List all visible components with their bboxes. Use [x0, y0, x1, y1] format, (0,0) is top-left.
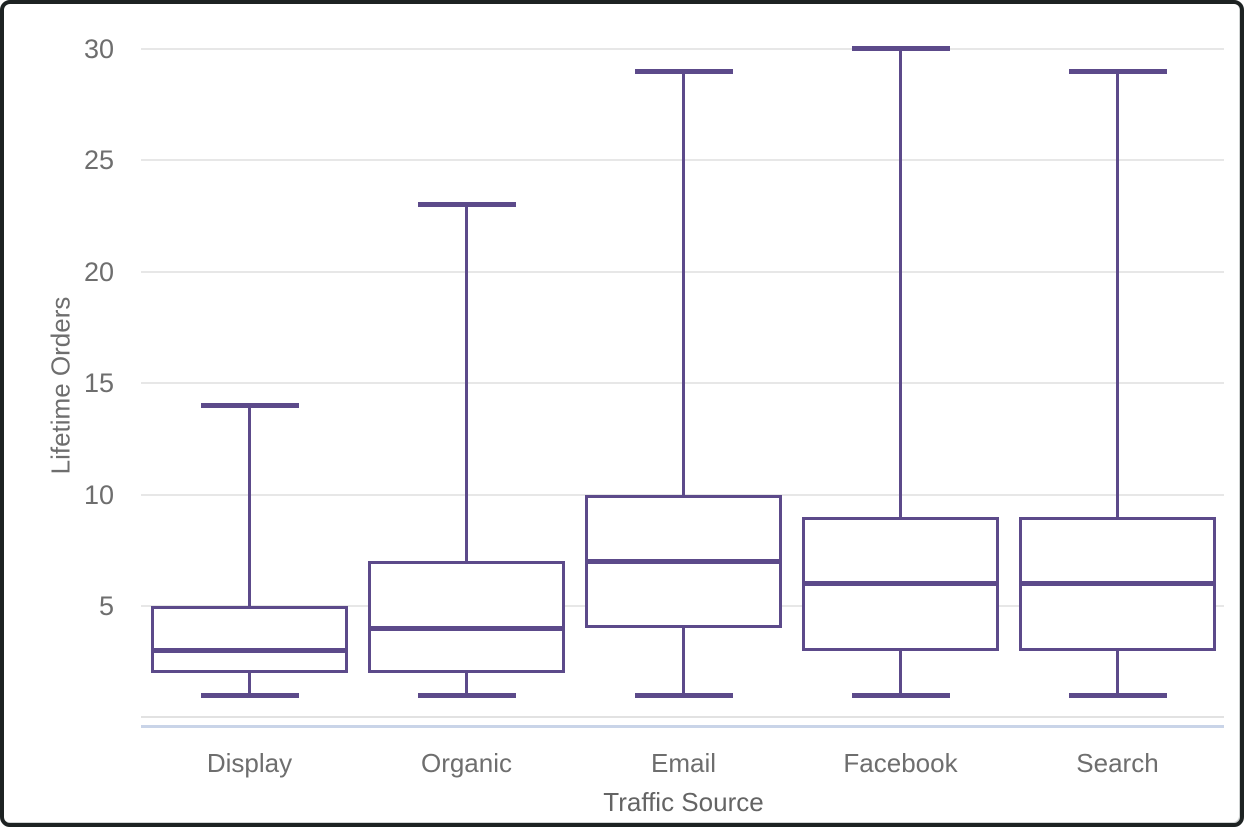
plot-area: 5 10 15 20 25 30 Display Organic Email Facebook Se…: [4, 4, 1240, 823]
x-category-label-search: Search: [1076, 748, 1159, 778]
box-display[interactable]: [151, 605, 348, 673]
x-category-label-facebook: Facebook: [843, 748, 958, 778]
boxplot-chart: Lifetime Orders Traffic Source 5 10 15 20 25…: [4, 4, 1240, 823]
upper-whisker-cap-display: [200, 402, 299, 408]
upper-whisker-cap-organic: [417, 202, 516, 208]
lower-whisker-facebook: [899, 650, 902, 696]
upper-whisker-email: [682, 71, 685, 495]
x-category-label-display: Display: [206, 748, 293, 778]
y-tick-label-5: 5: [98, 590, 114, 621]
gridline-0: [141, 716, 1224, 719]
upper-whisker-organic: [465, 204, 468, 562]
lower-whisker-cap-facebook: [851, 692, 950, 698]
lower-whisker-cap-email: [634, 692, 733, 698]
upper-whisker-cap-search: [1068, 68, 1167, 74]
upper-whisker-cap-facebook: [851, 46, 950, 52]
y-tick-label-25: 25: [83, 145, 114, 176]
y-tick-label-10: 10: [83, 479, 114, 510]
median-display[interactable]: [154, 648, 345, 654]
median-search[interactable]: [1022, 581, 1213, 587]
lower-whisker-organic: [465, 672, 468, 696]
y-tick-label-30: 30: [83, 33, 114, 64]
median-organic[interactable]: [371, 625, 562, 631]
lower-whisker-display: [248, 672, 251, 696]
median-email[interactable]: [588, 558, 779, 564]
box-organic[interactable]: [368, 561, 565, 673]
y-tick-label-20: 20: [83, 256, 114, 287]
x-axis-line: [141, 725, 1224, 728]
x-category-label-organic: Organic: [420, 748, 513, 778]
y-tick-label-15: 15: [83, 368, 114, 399]
lower-whisker-cap-organic: [417, 692, 516, 698]
lower-whisker-cap-display: [200, 692, 299, 698]
upper-whisker-search: [1116, 71, 1119, 517]
gridline-30: [141, 47, 1224, 50]
upper-whisker-display: [248, 405, 251, 606]
lower-whisker-email: [682, 628, 685, 696]
lower-whisker-search: [1116, 650, 1119, 696]
x-category-label-email: Email: [650, 748, 716, 778]
median-facebook[interactable]: [805, 581, 996, 587]
lower-whisker-cap-search: [1068, 692, 1167, 698]
x-axis-title: Traffic Source: [603, 787, 764, 817]
upper-whisker-facebook: [899, 48, 902, 517]
upper-whisker-cap-email: [634, 68, 733, 74]
